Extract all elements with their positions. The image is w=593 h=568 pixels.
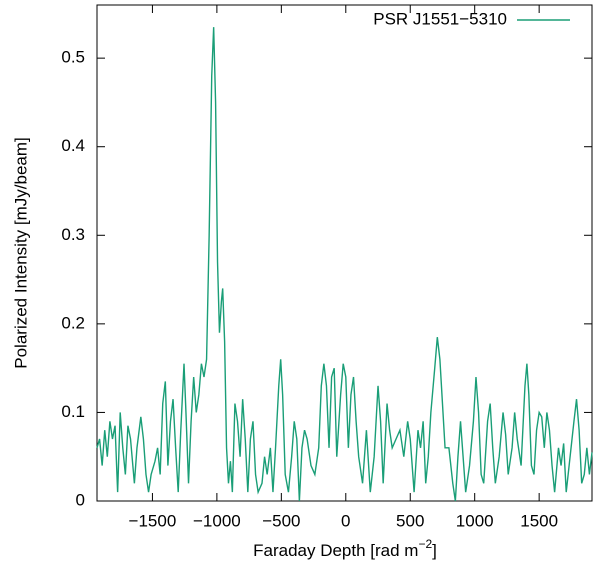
legend-label: PSR J1551−5310 — [373, 9, 507, 28]
x-tick-label: −1000 — [193, 511, 241, 530]
x-axis-label-suffix: ] — [432, 541, 437, 560]
x-axis-label-text: Faraday Depth [rad m — [253, 541, 418, 560]
data-line — [96, 27, 593, 502]
y-tick-label: 0.3 — [61, 225, 85, 244]
x-tick-label: −500 — [262, 511, 300, 530]
y-tick-label: 0 — [76, 490, 85, 509]
plot-frame — [96, 4, 593, 502]
x-axis-label-superscript: −2 — [418, 537, 432, 551]
x-tick-label: 1000 — [456, 511, 494, 530]
x-tick-label: 500 — [396, 511, 424, 530]
x-tick-label: 1500 — [520, 511, 558, 530]
y-axis-label: Polarized Intensity [mJy/beam] — [11, 137, 30, 368]
y-tick-label: 0.1 — [61, 402, 85, 421]
x-tick-label: −1500 — [129, 511, 177, 530]
y-tick-label: 0.2 — [61, 313, 85, 332]
y-tick-label: 0.4 — [61, 136, 85, 155]
x-tick-label: 0 — [341, 511, 350, 530]
y-tick-label: 0.5 — [61, 48, 85, 67]
x-axis-label: Faraday Depth [rad m−2] — [253, 537, 437, 560]
